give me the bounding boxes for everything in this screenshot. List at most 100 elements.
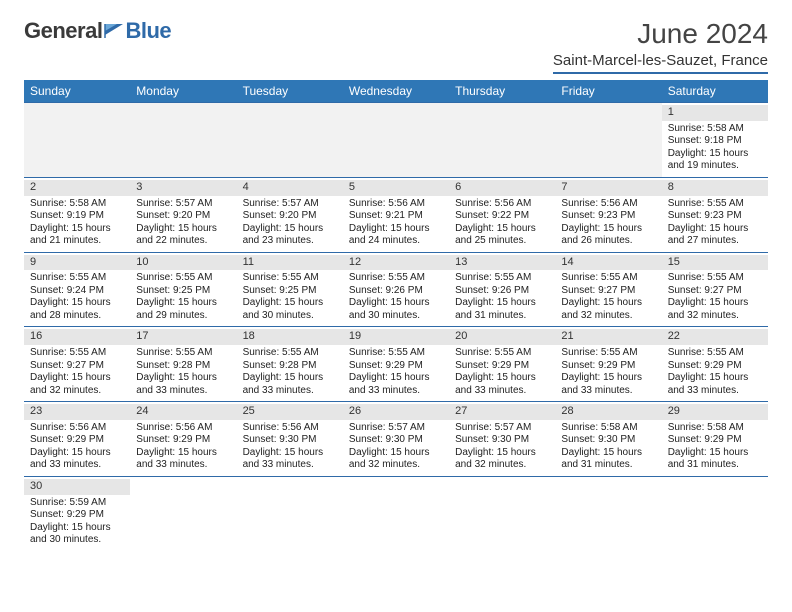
sunrise-text: Sunrise: 5:57 AM [455,422,549,435]
daylight-text: and 26 minutes. [561,235,655,248]
calendar-cell [343,103,449,178]
day-number: 21 [555,329,661,345]
day-number: 8 [662,180,768,196]
daylight-text: and 33 minutes. [30,459,124,472]
calendar-cell: 17Sunrise: 5:55 AMSunset: 9:28 PMDayligh… [130,327,236,402]
daylight-text: Daylight: 15 hours [455,447,549,460]
calendar-cell: 22Sunrise: 5:55 AMSunset: 9:29 PMDayligh… [662,327,768,402]
daylight-text: and 33 minutes. [349,385,443,398]
sunset-text: Sunset: 9:27 PM [30,360,124,373]
daylight-text: Daylight: 15 hours [668,148,762,161]
daylight-text: and 33 minutes. [136,385,230,398]
daylight-text: and 31 minutes. [561,459,655,472]
calendar-cell [343,476,449,550]
calendar-cell: 23Sunrise: 5:56 AMSunset: 9:29 PMDayligh… [24,402,130,477]
day-number: 7 [555,180,661,196]
daylight-text: and 33 minutes. [136,459,230,472]
calendar-cell: 9Sunrise: 5:55 AMSunset: 9:24 PMDaylight… [24,252,130,327]
daylight-text: Daylight: 15 hours [561,223,655,236]
daylight-text: Daylight: 15 hours [668,297,762,310]
calendar-cell: 28Sunrise: 5:58 AMSunset: 9:30 PMDayligh… [555,402,661,477]
daylight-text: Daylight: 15 hours [561,372,655,385]
calendar-cell: 15Sunrise: 5:55 AMSunset: 9:27 PMDayligh… [662,252,768,327]
day-number: 6 [449,180,555,196]
day-number: 22 [662,329,768,345]
daylight-text: and 32 minutes. [455,459,549,472]
sunrise-text: Sunrise: 5:56 AM [30,422,124,435]
sunset-text: Sunset: 9:29 PM [349,360,443,373]
day-number: 2 [24,180,130,196]
daylight-text: Daylight: 15 hours [136,447,230,460]
calendar-cell: 16Sunrise: 5:55 AMSunset: 9:27 PMDayligh… [24,327,130,402]
calendar-cell [130,476,236,550]
daylight-text: Daylight: 15 hours [349,223,443,236]
sunrise-text: Sunrise: 5:55 AM [455,272,549,285]
calendar-cell [130,103,236,178]
sunset-text: Sunset: 9:27 PM [668,285,762,298]
calendar-cell [555,103,661,178]
daylight-text: Daylight: 15 hours [30,223,124,236]
brand-word-1: General [24,18,102,44]
sunset-text: Sunset: 9:29 PM [136,434,230,447]
daylight-text: Daylight: 15 hours [349,297,443,310]
day-number: 15 [662,255,768,271]
sunset-text: Sunset: 9:29 PM [668,434,762,447]
sunset-text: Sunset: 9:26 PM [455,285,549,298]
weekday-header: Wednesday [343,80,449,103]
sunrise-text: Sunrise: 5:55 AM [561,272,655,285]
daylight-text: Daylight: 15 hours [136,297,230,310]
daylight-text: and 27 minutes. [668,235,762,248]
weekday-header: Sunday [24,80,130,103]
sunset-text: Sunset: 9:29 PM [30,434,124,447]
daylight-text: and 33 minutes. [668,385,762,398]
sunrise-text: Sunrise: 5:56 AM [455,198,549,211]
sunset-text: Sunset: 9:23 PM [561,210,655,223]
sunset-text: Sunset: 9:29 PM [561,360,655,373]
location-subtitle: Saint-Marcel-les-Sauzet, France [553,52,768,74]
sunrise-text: Sunrise: 5:55 AM [243,347,337,360]
calendar-table: SundayMondayTuesdayWednesdayThursdayFrid… [24,80,768,551]
daylight-text: and 31 minutes. [455,310,549,323]
calendar-cell [237,476,343,550]
daylight-text: Daylight: 15 hours [349,372,443,385]
sunrise-text: Sunrise: 5:56 AM [349,198,443,211]
calendar-cell [449,476,555,550]
sunrise-text: Sunrise: 5:55 AM [455,347,549,360]
daylight-text: and 30 minutes. [243,310,337,323]
weekday-header: Friday [555,80,661,103]
daylight-text: and 30 minutes. [30,534,124,547]
day-number: 11 [237,255,343,271]
sunrise-text: Sunrise: 5:55 AM [349,272,443,285]
day-number: 26 [343,404,449,420]
sunset-text: Sunset: 9:24 PM [30,285,124,298]
sunrise-text: Sunrise: 5:55 AM [349,347,443,360]
daylight-text: Daylight: 15 hours [30,447,124,460]
sunrise-text: Sunrise: 5:58 AM [668,123,762,136]
daylight-text: and 33 minutes. [243,459,337,472]
sunset-text: Sunset: 9:29 PM [455,360,549,373]
sunset-text: Sunset: 9:29 PM [30,509,124,522]
calendar-cell [662,476,768,550]
calendar-cell [555,476,661,550]
weekday-header: Tuesday [237,80,343,103]
daylight-text: Daylight: 15 hours [243,372,337,385]
brand-word-2: Blue [125,18,171,44]
sunset-text: Sunset: 9:28 PM [243,360,337,373]
sunset-text: Sunset: 9:23 PM [668,210,762,223]
day-number: 28 [555,404,661,420]
daylight-text: and 32 minutes. [561,310,655,323]
daylight-text: Daylight: 15 hours [243,223,337,236]
calendar-page: General Blue June 2024 Saint-Marcel-les-… [0,0,792,569]
calendar-cell: 26Sunrise: 5:57 AMSunset: 9:30 PMDayligh… [343,402,449,477]
daylight-text: Daylight: 15 hours [30,372,124,385]
day-number: 20 [449,329,555,345]
calendar-cell: 29Sunrise: 5:58 AMSunset: 9:29 PMDayligh… [662,402,768,477]
day-number: 10 [130,255,236,271]
daylight-text: and 29 minutes. [136,310,230,323]
sunrise-text: Sunrise: 5:56 AM [243,422,337,435]
brand-logo: General Blue [24,18,171,44]
sunrise-text: Sunrise: 5:58 AM [30,198,124,211]
sunrise-text: Sunrise: 5:55 AM [243,272,337,285]
sunrise-text: Sunrise: 5:58 AM [668,422,762,435]
calendar-cell: 24Sunrise: 5:56 AMSunset: 9:29 PMDayligh… [130,402,236,477]
